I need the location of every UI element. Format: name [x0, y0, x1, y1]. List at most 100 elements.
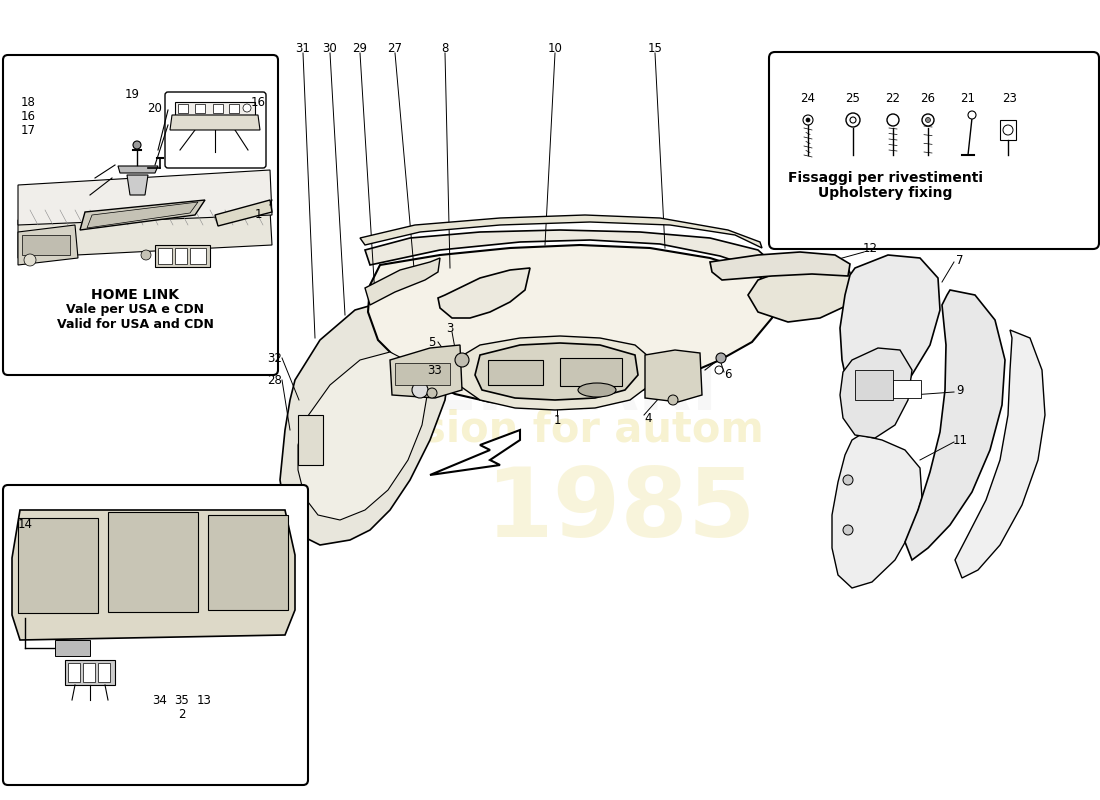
- Circle shape: [141, 250, 151, 260]
- Text: 27: 27: [387, 42, 403, 54]
- Text: 19: 19: [124, 89, 140, 102]
- Text: 14: 14: [18, 518, 33, 531]
- Polygon shape: [840, 348, 912, 438]
- Polygon shape: [748, 265, 855, 322]
- Bar: [855, 370, 893, 400]
- Text: 1985: 1985: [485, 463, 756, 557]
- Text: 23: 23: [1002, 91, 1018, 105]
- Circle shape: [412, 382, 428, 398]
- Bar: [65, 660, 116, 685]
- Polygon shape: [280, 300, 450, 545]
- Circle shape: [925, 118, 931, 122]
- Text: 35: 35: [175, 694, 189, 706]
- Text: 15: 15: [648, 42, 662, 54]
- Text: 24: 24: [801, 91, 815, 105]
- Polygon shape: [390, 345, 462, 398]
- Text: 20: 20: [147, 102, 163, 114]
- FancyBboxPatch shape: [769, 52, 1099, 249]
- Polygon shape: [905, 290, 1005, 560]
- Text: 31: 31: [296, 42, 310, 54]
- Polygon shape: [18, 210, 272, 258]
- Bar: [175, 248, 187, 264]
- Bar: [488, 360, 543, 385]
- Circle shape: [716, 353, 726, 363]
- Circle shape: [668, 395, 678, 405]
- Text: 12: 12: [862, 242, 878, 254]
- Bar: [155, 245, 210, 267]
- Text: 33: 33: [428, 363, 442, 377]
- Text: 32: 32: [267, 351, 283, 365]
- Polygon shape: [118, 166, 158, 173]
- Circle shape: [843, 475, 852, 485]
- Text: 5: 5: [428, 335, 436, 349]
- Bar: [1000, 120, 1016, 140]
- Circle shape: [427, 388, 437, 398]
- Text: FERRARI: FERRARI: [383, 357, 717, 423]
- Text: 10: 10: [548, 42, 562, 54]
- Bar: [213, 104, 223, 113]
- Bar: [55, 640, 90, 656]
- Polygon shape: [214, 200, 272, 226]
- Text: 2: 2: [178, 709, 186, 722]
- Bar: [893, 380, 921, 398]
- Text: 1: 1: [254, 209, 262, 222]
- Text: 22: 22: [886, 91, 901, 105]
- Text: 30: 30: [322, 42, 338, 54]
- Text: 34: 34: [153, 694, 167, 706]
- Polygon shape: [360, 215, 762, 248]
- Bar: [208, 515, 288, 610]
- Text: Fissaggi per rivestimenti: Fissaggi per rivestimenti: [788, 171, 982, 185]
- Bar: [108, 512, 198, 612]
- Polygon shape: [175, 102, 255, 115]
- Circle shape: [24, 254, 36, 266]
- Text: Upholstery fixing: Upholstery fixing: [817, 186, 953, 200]
- FancyBboxPatch shape: [3, 485, 308, 785]
- Polygon shape: [80, 200, 205, 230]
- Circle shape: [846, 113, 860, 127]
- Text: 11: 11: [953, 434, 968, 446]
- FancyBboxPatch shape: [3, 55, 278, 375]
- Circle shape: [806, 118, 810, 122]
- Bar: [298, 415, 323, 465]
- Text: 7: 7: [956, 254, 964, 266]
- Text: 6: 6: [724, 369, 732, 382]
- Polygon shape: [475, 343, 638, 400]
- Circle shape: [843, 525, 852, 535]
- Polygon shape: [365, 258, 440, 305]
- Bar: [560, 358, 621, 386]
- Text: 3: 3: [447, 322, 453, 334]
- Bar: [82, 663, 95, 682]
- Bar: [178, 104, 188, 113]
- Polygon shape: [840, 255, 940, 402]
- Polygon shape: [18, 225, 78, 265]
- Text: 8: 8: [441, 42, 449, 54]
- Text: HOME LINK: HOME LINK: [91, 288, 179, 302]
- Polygon shape: [12, 510, 295, 640]
- Polygon shape: [170, 115, 260, 130]
- Text: 1: 1: [553, 414, 561, 426]
- Circle shape: [803, 115, 813, 125]
- Circle shape: [243, 104, 251, 112]
- FancyBboxPatch shape: [165, 92, 266, 168]
- Text: 26: 26: [921, 91, 935, 105]
- Circle shape: [715, 366, 723, 374]
- Circle shape: [887, 114, 899, 126]
- Polygon shape: [438, 268, 530, 318]
- Polygon shape: [365, 230, 780, 288]
- Circle shape: [133, 141, 141, 149]
- Circle shape: [922, 114, 934, 126]
- Bar: [18, 518, 98, 613]
- Polygon shape: [832, 435, 922, 588]
- Polygon shape: [368, 245, 776, 405]
- Text: 17: 17: [21, 123, 35, 137]
- Circle shape: [968, 111, 976, 119]
- Text: 16: 16: [21, 110, 35, 122]
- Text: 29: 29: [352, 42, 367, 54]
- Text: 21: 21: [960, 91, 976, 105]
- Text: 18: 18: [21, 95, 35, 109]
- Circle shape: [850, 117, 856, 123]
- Circle shape: [455, 353, 469, 367]
- Text: 9: 9: [956, 383, 964, 397]
- Bar: [158, 248, 172, 264]
- Polygon shape: [710, 252, 850, 280]
